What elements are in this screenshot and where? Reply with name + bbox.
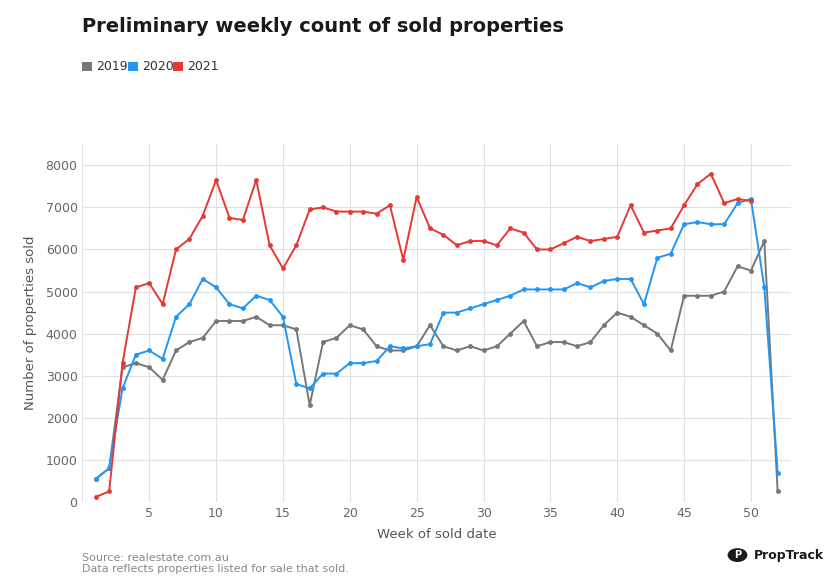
Text: 2020: 2020 <box>142 60 174 73</box>
Y-axis label: Number of properties sold: Number of properties sold <box>24 236 37 410</box>
Text: PropTrack: PropTrack <box>754 549 824 561</box>
X-axis label: Week of sold date: Week of sold date <box>377 528 497 541</box>
Text: 2021: 2021 <box>187 60 218 73</box>
Text: P: P <box>734 550 741 560</box>
Text: Source: realestate.com.au: Source: realestate.com.au <box>82 553 229 563</box>
Text: Data reflects properties listed for sale that sold.: Data reflects properties listed for sale… <box>82 564 349 574</box>
Text: Preliminary weekly count of sold properties: Preliminary weekly count of sold propert… <box>82 17 564 36</box>
Text: 2019: 2019 <box>96 60 128 73</box>
